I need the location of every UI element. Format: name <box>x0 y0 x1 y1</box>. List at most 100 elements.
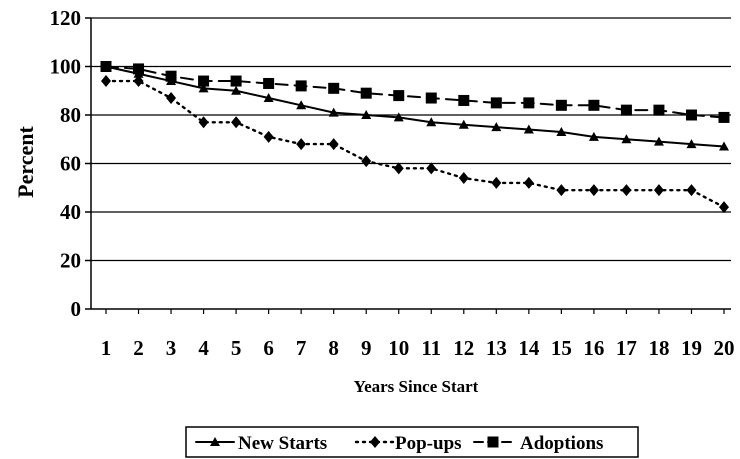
x-tick-label: 2 <box>133 336 144 360</box>
data-point-new-starts <box>719 141 729 151</box>
y-tick-label: 60 <box>60 152 81 176</box>
data-point-pop-ups <box>556 184 567 197</box>
x-tick-label: 17 <box>616 336 637 360</box>
data-point-adoptions <box>328 82 340 94</box>
data-point-adoptions <box>588 99 600 111</box>
x-tick-label: 13 <box>486 336 507 360</box>
data-point-pop-ups <box>491 176 502 189</box>
legend-box <box>185 426 639 458</box>
legend-item-new-starts: New Starts <box>195 433 327 454</box>
series-new-starts <box>101 61 729 151</box>
x-tick-label: 10 <box>388 336 409 360</box>
data-point-adoptions <box>620 104 632 116</box>
x-tick-label: 16 <box>583 336 604 360</box>
data-point-pop-ups <box>523 176 534 189</box>
data-point-new-starts <box>458 119 469 129</box>
series-line-pop-ups <box>104 79 726 209</box>
data-point-adoptions <box>458 94 470 106</box>
y-tick-label: 120 <box>50 6 82 30</box>
legend-label-pop-ups: Pop-ups <box>395 433 462 454</box>
axes <box>90 18 731 310</box>
data-point-adoptions <box>165 70 177 82</box>
data-point-new-starts <box>361 110 372 119</box>
data-point-new-starts <box>588 131 599 141</box>
data-point-pop-ups <box>653 184 664 197</box>
data-point-pop-ups <box>686 184 697 197</box>
data-point-adoptions <box>490 97 502 109</box>
data-point-adoptions <box>100 61 112 72</box>
legend-marker-adoptions <box>487 436 499 448</box>
x-tick-label: 11 <box>421 336 441 360</box>
y-axis-title: Percent <box>13 126 38 198</box>
data-point-adoptions <box>295 80 307 92</box>
x-tick-label: 6 <box>263 336 274 360</box>
data-point-pop-ups <box>361 155 372 168</box>
gridlines <box>85 17 731 310</box>
data-point-adoptions <box>230 75 242 87</box>
x-tick-label: 1 <box>101 336 112 360</box>
data-point-pop-ups <box>426 162 437 175</box>
x-tick-label: 3 <box>166 336 177 360</box>
series-adoptions <box>100 61 730 123</box>
y-tick-label: 80 <box>60 103 81 127</box>
x-tick-label: 20 <box>714 336 735 360</box>
data-point-pop-ups <box>621 184 632 197</box>
x-tick-label: 5 <box>231 336 242 360</box>
series-pop-ups <box>101 75 729 214</box>
data-point-adoptions <box>523 97 535 109</box>
data-point-adoptions <box>198 75 210 87</box>
data-point-pop-ups <box>393 162 404 175</box>
x-tick-label: 15 <box>551 336 572 360</box>
legend-marker-pop-ups <box>370 436 380 448</box>
data-point-pop-ups <box>296 138 307 151</box>
x-tick-label: 18 <box>648 336 669 360</box>
legend-item-adoptions: Adoptions <box>473 433 603 454</box>
data-point-pop-ups <box>166 92 177 105</box>
series-line-new-starts <box>105 65 725 148</box>
data-point-new-starts <box>621 134 632 144</box>
data-point-adoptions <box>393 90 405 102</box>
y-tick-label: 40 <box>60 200 81 224</box>
data-point-new-starts <box>556 126 567 136</box>
data-point-new-starts <box>523 124 534 134</box>
series <box>100 61 730 214</box>
data-point-new-starts <box>263 93 274 103</box>
x-tick-label: 19 <box>681 336 702 360</box>
data-point-pop-ups <box>198 116 209 129</box>
data-point-new-starts <box>426 117 437 127</box>
data-point-pop-ups <box>101 75 111 88</box>
data-point-pop-ups <box>719 201 729 214</box>
legend-label-new-starts: New Starts <box>238 433 327 454</box>
data-point-pop-ups <box>328 138 339 151</box>
data-point-new-starts <box>686 139 697 149</box>
y-tick-label: 0 <box>71 297 82 321</box>
y-tick-labels: 0 20 40 60 80 100 120 <box>50 6 82 321</box>
data-point-adoptions <box>133 63 145 75</box>
data-point-adoptions <box>718 111 730 123</box>
data-point-adoptions <box>555 99 567 111</box>
data-point-adoptions <box>685 109 697 121</box>
data-point-pop-ups <box>263 130 274 143</box>
x-tick-label: 9 <box>361 336 372 360</box>
data-point-adoptions <box>360 87 372 99</box>
data-point-pop-ups <box>231 116 242 129</box>
data-point-pop-ups <box>588 184 599 197</box>
x-tick-label: 7 <box>296 336 307 360</box>
y-tick-label: 100 <box>50 55 82 79</box>
x-tick-label: 4 <box>198 336 209 360</box>
x-axis-title: Years Since Start <box>354 377 479 396</box>
data-point-new-starts <box>491 122 502 132</box>
data-point-new-starts <box>653 136 664 146</box>
y-tick-label: 20 <box>60 249 81 273</box>
data-point-new-starts <box>231 85 242 95</box>
data-point-adoptions <box>653 104 665 116</box>
data-point-adoptions <box>425 92 437 104</box>
legend-item-pop-ups: Pop-ups <box>354 433 462 454</box>
data-point-pop-ups <box>458 172 469 185</box>
data-point-pop-ups <box>133 75 144 88</box>
data-point-new-starts <box>328 107 339 117</box>
data-point-new-starts <box>296 100 307 110</box>
x-tick-label: 14 <box>518 336 540 360</box>
data-point-new-starts <box>198 83 209 93</box>
